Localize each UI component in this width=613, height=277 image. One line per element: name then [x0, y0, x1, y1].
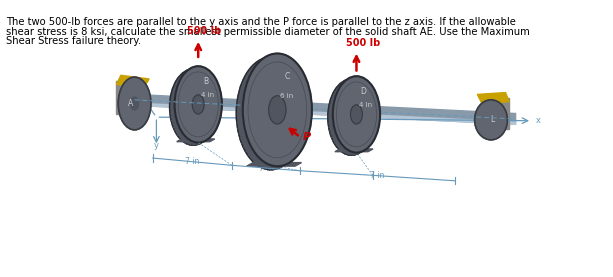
- Polygon shape: [177, 139, 215, 142]
- Text: z: z: [127, 81, 131, 90]
- Text: 4 in: 4 in: [359, 102, 372, 108]
- Text: 6 in: 6 in: [280, 93, 293, 99]
- Text: D: D: [360, 87, 367, 96]
- Text: x: x: [536, 116, 541, 125]
- Polygon shape: [482, 98, 489, 129]
- Ellipse shape: [236, 57, 305, 170]
- Ellipse shape: [474, 100, 508, 140]
- Ellipse shape: [192, 95, 204, 114]
- Text: 7 in: 7 in: [370, 171, 384, 180]
- Text: The two 500-lb forces are parallel to the y axis and the P force is parallel to : The two 500-lb forces are parallel to th…: [6, 17, 516, 27]
- Text: 7 in: 7 in: [259, 164, 273, 173]
- Ellipse shape: [243, 53, 312, 166]
- Text: y: y: [154, 141, 159, 150]
- Polygon shape: [135, 94, 516, 124]
- Text: B: B: [203, 77, 208, 86]
- Text: 500 lb: 500 lb: [346, 38, 380, 48]
- Polygon shape: [116, 81, 137, 114]
- Text: C: C: [285, 71, 291, 81]
- Ellipse shape: [175, 66, 222, 143]
- Polygon shape: [489, 98, 509, 129]
- Ellipse shape: [268, 96, 286, 124]
- Polygon shape: [137, 81, 143, 118]
- Polygon shape: [135, 103, 516, 124]
- Ellipse shape: [170, 69, 217, 145]
- Polygon shape: [478, 93, 509, 104]
- Text: A: A: [128, 99, 134, 108]
- Ellipse shape: [351, 105, 362, 124]
- Text: shear stress is 8 ksi, calculate the smallest permissible diameter of the solid : shear stress is 8 ksi, calculate the sma…: [6, 27, 530, 37]
- Ellipse shape: [131, 97, 139, 110]
- Text: L: L: [491, 115, 495, 124]
- Text: Shear Stress failure theory.: Shear Stress failure theory.: [6, 36, 142, 46]
- Polygon shape: [246, 163, 302, 166]
- Text: 500 lb: 500 lb: [188, 26, 221, 36]
- Polygon shape: [335, 149, 373, 152]
- Text: 4 in: 4 in: [201, 92, 214, 98]
- Text: 7 in: 7 in: [185, 157, 199, 166]
- Text: P: P: [303, 132, 311, 142]
- Ellipse shape: [333, 76, 380, 153]
- Ellipse shape: [118, 77, 151, 130]
- Polygon shape: [116, 75, 149, 88]
- Ellipse shape: [328, 79, 375, 155]
